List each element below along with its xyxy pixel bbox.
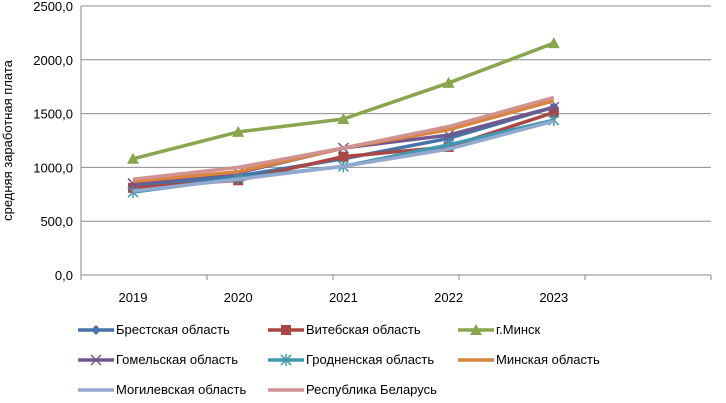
legend-label: Республика Беларусь bbox=[306, 382, 437, 397]
data-point bbox=[442, 76, 455, 88]
legend-label: Брестская область bbox=[116, 322, 230, 337]
y-tick-label: 1000,0 bbox=[33, 160, 73, 175]
x-tick-label: 2023 bbox=[539, 290, 568, 305]
legend-label: Могилевская область bbox=[116, 382, 247, 397]
data-point bbox=[127, 186, 139, 199]
y-tick-label: 0,0 bbox=[55, 268, 73, 283]
x-tick-label: 2021 bbox=[329, 290, 358, 305]
data-point bbox=[91, 324, 101, 335]
series-line bbox=[132, 41, 555, 161]
legend-swatch-icon bbox=[78, 324, 114, 335]
x-tick-label: 2020 bbox=[224, 290, 253, 305]
data-point bbox=[338, 151, 349, 162]
y-tick-label: 2000,0 bbox=[33, 53, 73, 68]
data-point bbox=[280, 353, 292, 366]
data-point bbox=[232, 125, 245, 137]
y-tick-label: 1500,0 bbox=[33, 107, 73, 122]
legend-item: Республика Беларусь bbox=[268, 382, 437, 397]
data-point bbox=[337, 112, 350, 124]
data-point bbox=[548, 101, 560, 113]
legend-label: Витебская область bbox=[306, 322, 421, 337]
data-point bbox=[281, 324, 291, 335]
data-point bbox=[90, 353, 102, 366]
data-point bbox=[127, 152, 139, 164]
series-г.Минск bbox=[127, 37, 560, 164]
plot-area: 0,0 500,0 1000,0 1500,0 2000,0 2500,0 2019 2020… bbox=[0, 0, 712, 305]
data-point bbox=[547, 37, 560, 49]
legend-swatch-icon bbox=[458, 323, 494, 335]
legend-item: Могилевская область bbox=[78, 382, 246, 397]
legend-label: Минская область bbox=[496, 352, 600, 367]
legend-swatch-icon bbox=[268, 324, 304, 335]
data-point bbox=[470, 323, 482, 335]
legend-item: Гомельская область bbox=[78, 352, 238, 367]
legend-swatch-icon bbox=[78, 353, 114, 366]
legend-swatch-icon bbox=[458, 357, 494, 362]
y-tick-label: 2500,0 bbox=[33, 0, 73, 14]
legend-item: Гродненская область bbox=[268, 352, 434, 367]
legend-label: г.Минск bbox=[496, 322, 541, 337]
y-axis-label: средняя заработная плата bbox=[0, 59, 15, 221]
legend-item: Витебская область bbox=[268, 322, 421, 337]
legend-swatch-icon bbox=[268, 387, 304, 392]
data-point bbox=[548, 107, 559, 118]
legend-item: Минская область bbox=[458, 352, 600, 367]
legend-swatch-icon bbox=[268, 353, 304, 366]
series-Республика Беларусь bbox=[132, 95, 555, 181]
x-tick-label: 2022 bbox=[434, 290, 463, 305]
series-line bbox=[132, 119, 555, 193]
legend-item: Брестская область bbox=[78, 322, 230, 337]
legend-swatch-icon bbox=[78, 387, 114, 392]
series-Могилевская область bbox=[132, 119, 555, 193]
y-tick-label: 500,0 bbox=[40, 214, 73, 229]
legend-item: г.Минск bbox=[458, 322, 540, 337]
legend-label: Гродненская область bbox=[306, 352, 435, 367]
x-tick-label: 2019 bbox=[119, 290, 148, 305]
series-line bbox=[132, 95, 555, 181]
legend-label: Гомельская область bbox=[116, 352, 238, 367]
